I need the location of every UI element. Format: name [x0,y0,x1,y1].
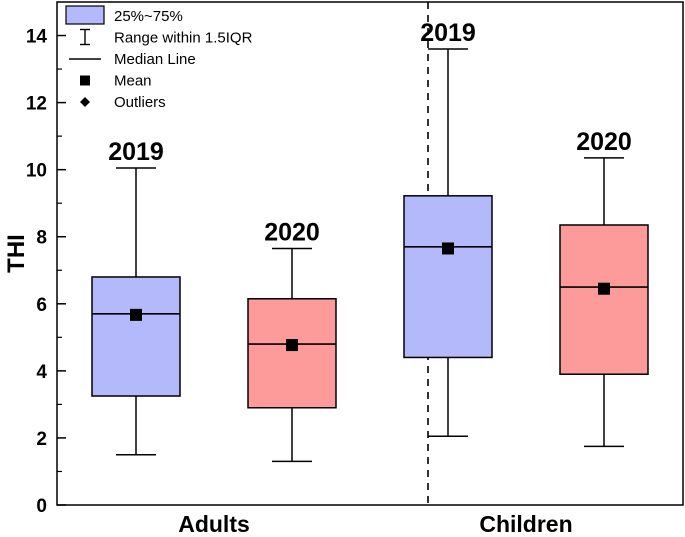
y-tick-label: 4 [36,362,47,383]
y-tick-label: 12 [26,94,47,115]
iqr-box [247,298,337,409]
box-children-2020: 2020 [559,128,649,448]
y-tick-label: 10 [26,161,47,182]
legend-item-median: Median Line [69,51,196,68]
legend-label: Median Line [114,51,196,68]
y-tick-label: 8 [36,228,47,249]
mean-marker [598,282,610,295]
legend-mean-icon [80,75,90,86]
legend-item-mean: Mean [80,73,152,90]
legend-label: Mean [114,73,152,90]
legend: 25%~75% Range within 1.5IQR Median Line Mea… [65,5,253,111]
y-tick-label: 0 [36,496,47,517]
box-adults-2020: 2020 [247,218,337,463]
mean-marker [130,308,142,321]
box-year-label: 2020 [576,128,632,156]
legend-item-range: Range within 1.5IQR [80,28,253,47]
iqr-box [559,224,649,375]
axes: 0 2 4 6 8 10 12 14 THI Adults Children [3,27,573,537]
box-year-label: 2020 [264,218,320,246]
legend-outlier-icon [80,97,90,107]
y-tick-label: 2 [36,429,47,450]
legend-label: Range within 1.5IQR [114,30,253,47]
legend-item-outliers: Outliers [80,94,166,111]
y-axis-title: THI [3,234,30,273]
mean-marker [286,339,298,352]
x-category-label: Adults [178,511,250,537]
box-year-label: 2019 [420,19,476,47]
legend-label: 25%~75% [114,8,183,25]
plot-border [56,1,684,506]
box-children-2019: 2019 [403,19,493,438]
mean-marker [442,242,454,255]
box-year-label: 2019 [108,138,164,166]
legend-box-swatch [65,5,105,25]
box-adults-2019: 2019 [91,138,181,456]
legend-item-box: 25%~75% [65,5,183,25]
iqr-box [403,195,493,359]
y-tick-label: 14 [26,27,48,48]
iqr-box [91,276,181,397]
box-series: 2019 2020 2019 2020 [91,19,649,463]
y-tick-label: 6 [36,295,47,316]
legend-label: Outliers [114,94,166,111]
x-category-label: Children [479,511,572,537]
